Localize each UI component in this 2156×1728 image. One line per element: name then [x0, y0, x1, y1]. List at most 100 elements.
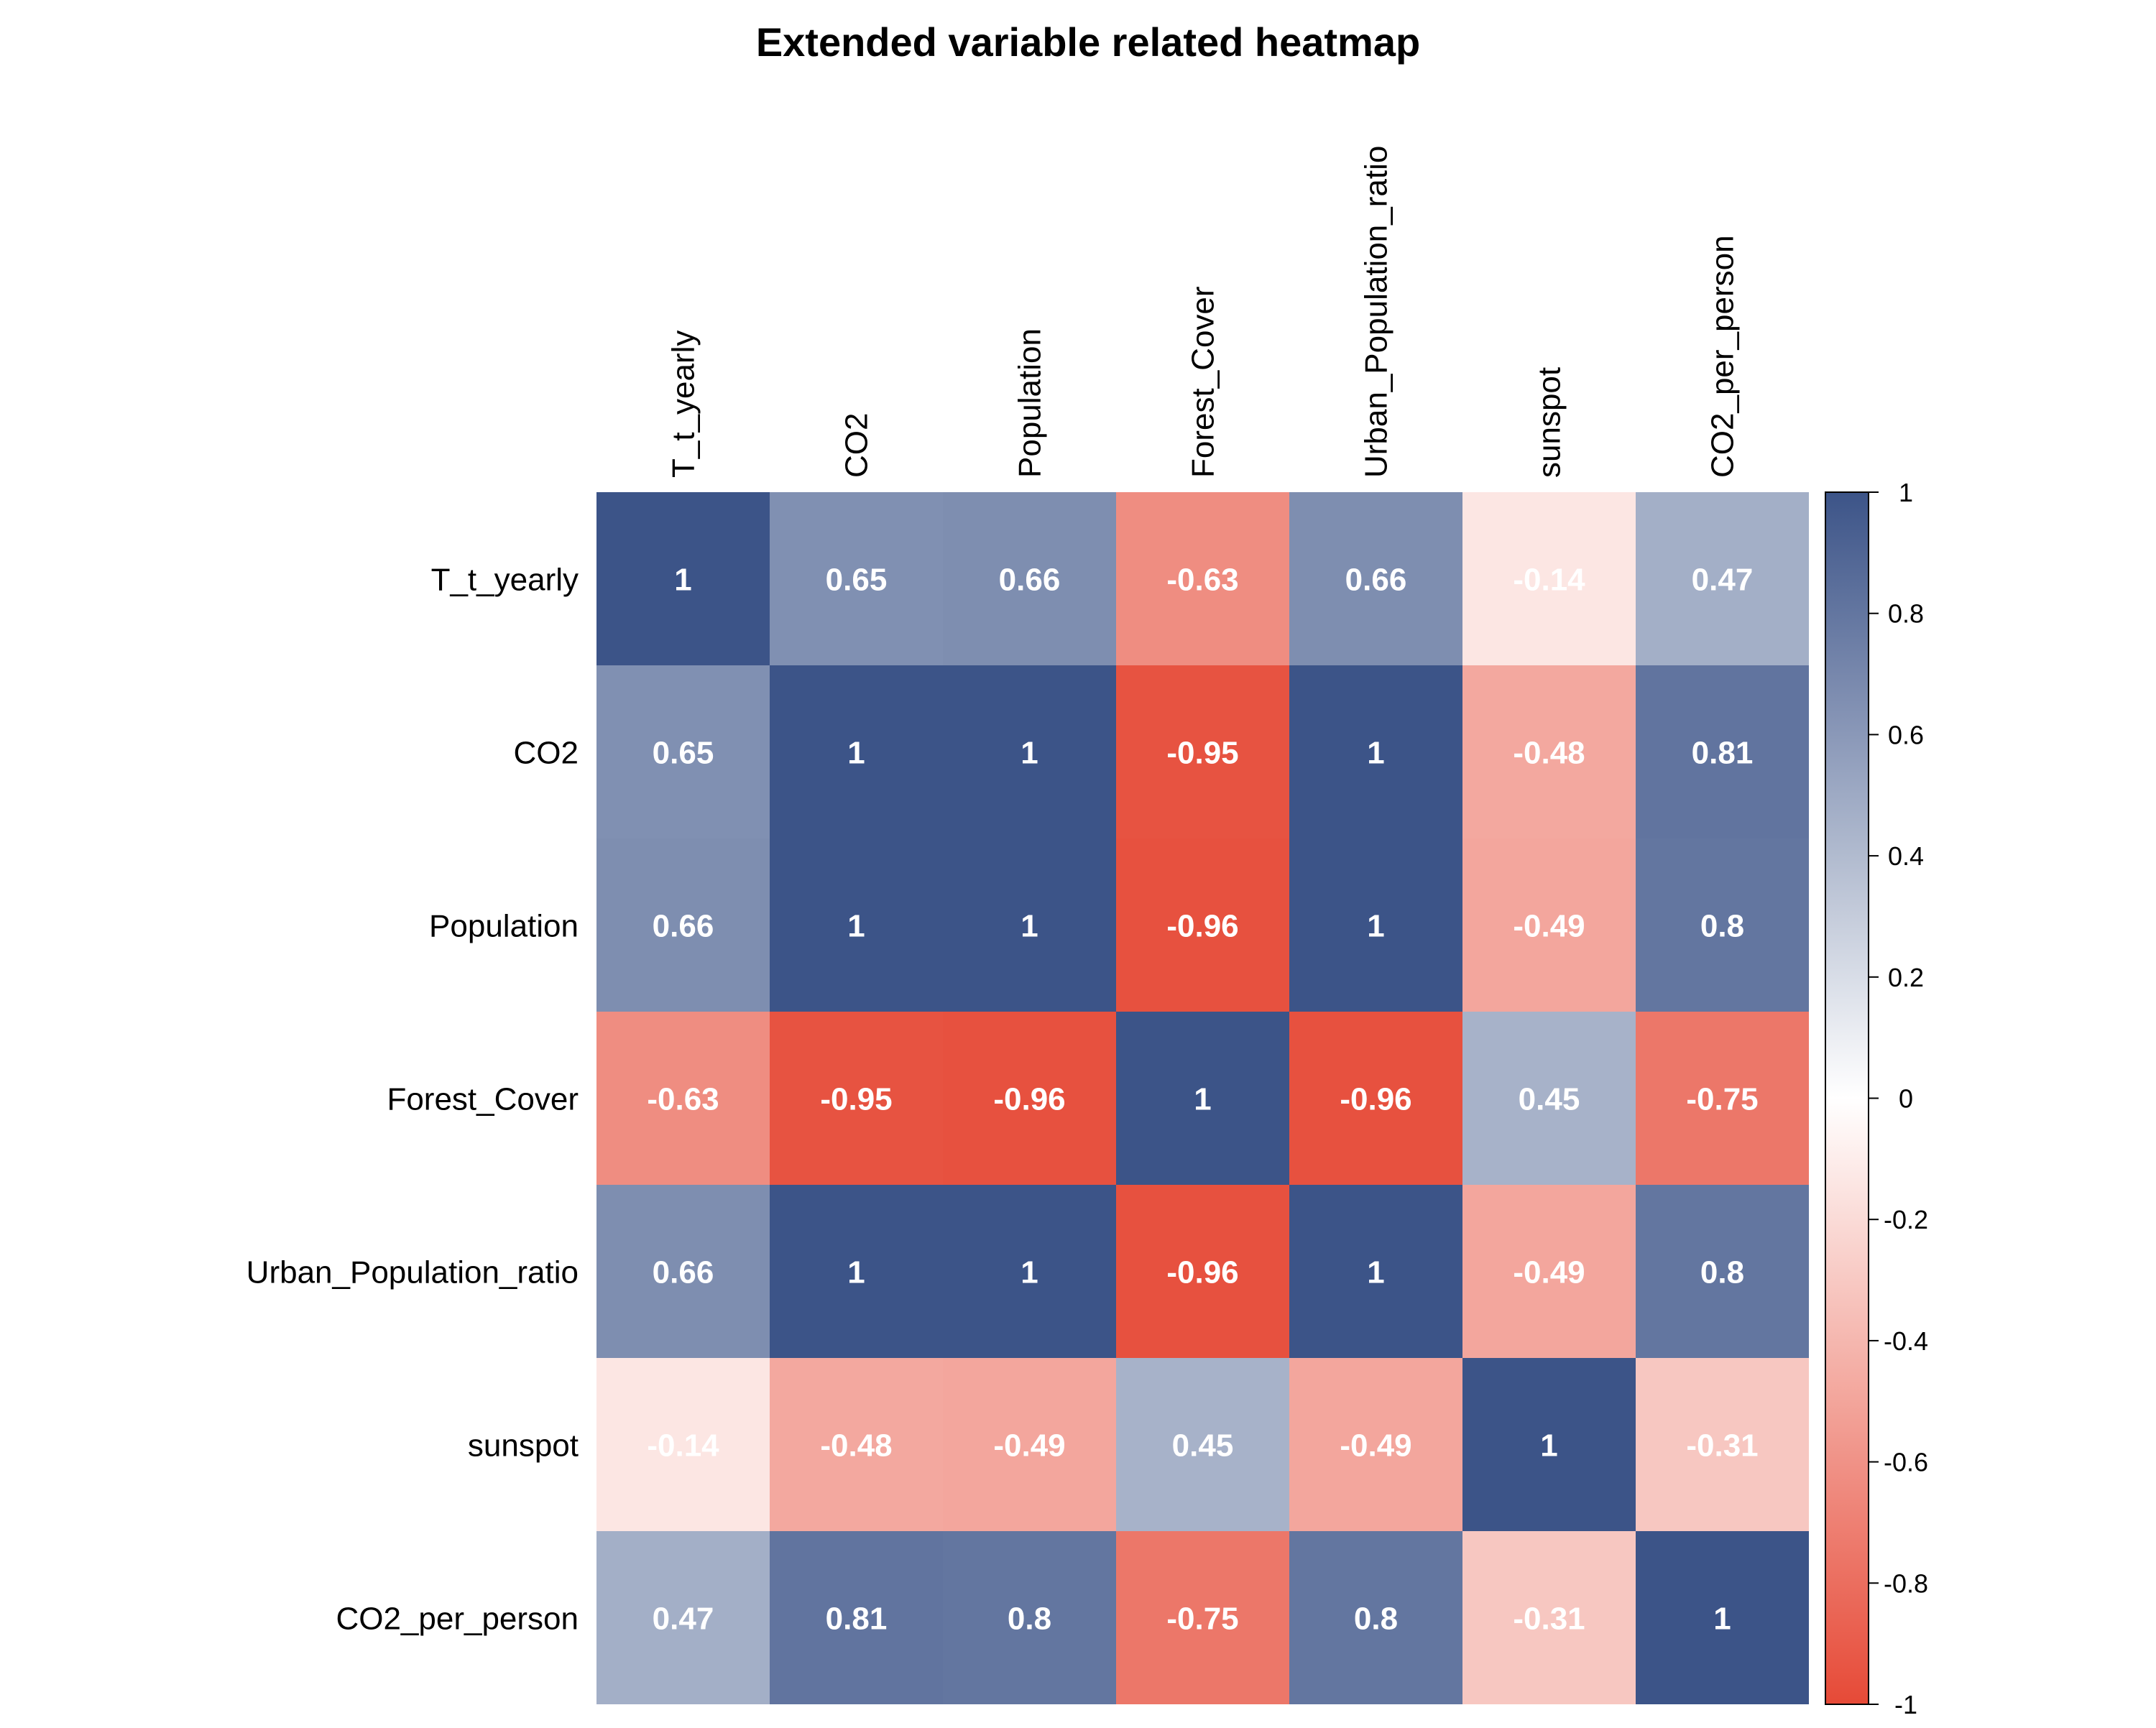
- colorbar-tick-label: -1: [1894, 1690, 1917, 1719]
- column-labels: T_t_yearly CO2 Population Forest_Cover Urban…: [666, 146, 1741, 478]
- colorbar-tick-label: -0.2: [1884, 1205, 1928, 1234]
- heatmap-cell-1-1: [770, 665, 943, 838]
- cell-value-label: -0.95: [1166, 736, 1238, 771]
- heatmap-cell-2-1: [770, 838, 943, 1012]
- heatmap-cell-1-5: [1462, 665, 1636, 838]
- heatmap-cell-2-5: [1462, 838, 1636, 1012]
- cell-value-label: -0.48: [820, 1428, 892, 1464]
- heatmap-cell-5-0: [596, 1358, 770, 1531]
- colorbar-tick-label: 0.8: [1888, 599, 1924, 629]
- column-label: T_t_yearly: [666, 331, 701, 478]
- heatmap-cell-0-1: [770, 492, 943, 665]
- column-label: Urban_Population_ratio: [1359, 146, 1394, 478]
- cell-value-label: 1: [847, 909, 865, 944]
- cell-value-label: 1: [1021, 1255, 1038, 1290]
- cell-value-label: 0.65: [653, 736, 714, 771]
- heatmap-cell-6-4: [1289, 1531, 1462, 1704]
- heatmap-cell-6-5: [1462, 1531, 1636, 1704]
- cell-value-label: -0.14: [647, 1428, 719, 1464]
- heatmap-cell-0-5: [1462, 492, 1636, 665]
- cell-value-label: -0.49: [1513, 1255, 1585, 1290]
- column-label: Population: [1013, 328, 1048, 478]
- heatmap-cell-5-3: [1116, 1358, 1289, 1531]
- row-label: Urban_Population_ratio: [247, 1255, 579, 1290]
- cell-value-label: -0.63: [647, 1082, 719, 1117]
- cell-value-label: 0.8: [1700, 1255, 1744, 1290]
- cell-value-label: 0.66: [653, 909, 714, 944]
- heatmap-cell-6-2: [943, 1531, 1116, 1704]
- cell-value-label: -0.48: [1513, 736, 1585, 771]
- colorbar-tick-label: -0.8: [1884, 1568, 1928, 1598]
- cell-value-label: 1: [1713, 1602, 1731, 1637]
- heatmap-cell-2-3: [1116, 838, 1289, 1012]
- cell-value-label: 1: [1540, 1428, 1557, 1464]
- row-label: CO2: [514, 736, 579, 771]
- heatmap-cell-6-1: [770, 1531, 943, 1704]
- cell-value-label: -0.96: [1166, 909, 1238, 944]
- cell-value-label: -0.49: [1340, 1428, 1411, 1464]
- cell-value-label: 1: [1194, 1082, 1211, 1117]
- column-label: CO2: [839, 413, 875, 478]
- heatmap-cell-5-5: [1462, 1358, 1636, 1531]
- heatmap-cells: 1 0.65 0.66 -0.63 0.66 -0.14 0.47 0.65 1 1 -0.95 1 -…: [596, 492, 1809, 1704]
- cell-value-label: -0.31: [1513, 1602, 1585, 1637]
- heatmap-cell-3-5: [1462, 1012, 1636, 1185]
- colorbar-tick-label: 0.2: [1888, 963, 1924, 992]
- cell-value-label: 1: [674, 563, 691, 598]
- colorbar-tick-label: 1: [1899, 478, 1913, 507]
- heatmap-cell-6-3: [1116, 1531, 1289, 1704]
- colorbar-tick-label: 0.4: [1888, 841, 1924, 871]
- cell-value-label: -0.31: [1686, 1428, 1758, 1464]
- cell-value-label: 0.65: [826, 563, 888, 598]
- heatmap-cell-3-2: [943, 1012, 1116, 1185]
- column-label: CO2_per_person: [1705, 235, 1741, 478]
- row-label: CO2_per_person: [336, 1602, 579, 1637]
- heatmap-cell-5-2: [943, 1358, 1116, 1531]
- cell-value-label: 0.8: [1700, 909, 1744, 944]
- column-label: Forest_Cover: [1186, 286, 1221, 478]
- heatmap-cell-2-0: [596, 838, 770, 1012]
- heatmap-cell-1-4: [1289, 665, 1462, 838]
- heatmap-cell-4-4: [1289, 1185, 1462, 1358]
- heatmap-cell-4-0: [596, 1185, 770, 1358]
- cell-value-label: 0.81: [826, 1602, 888, 1637]
- cell-value-label: -0.49: [1513, 909, 1585, 944]
- cell-value-label: 0.66: [999, 563, 1061, 598]
- heatmap-cell-0-4: [1289, 492, 1462, 665]
- heatmap-cell-2-6: [1636, 838, 1809, 1012]
- heatmap-cell-6-6: [1636, 1531, 1809, 1704]
- heatmap-cell-0-3: [1116, 492, 1289, 665]
- cell-value-label: 0.8: [1354, 1602, 1398, 1637]
- cell-value-label: 1: [1021, 909, 1038, 944]
- row-labels: T_t_yearly CO2 Population Forest_Cover Urban…: [247, 563, 579, 1637]
- heatmap-cell-4-6: [1636, 1185, 1809, 1358]
- heatmap-cell-3-1: [770, 1012, 943, 1185]
- cell-value-label: -0.95: [820, 1082, 892, 1117]
- cell-value-label: 0.45: [1519, 1082, 1580, 1117]
- chart-title: Extended variable related heatmap: [756, 19, 1420, 65]
- heatmap-cell-5-1: [770, 1358, 943, 1531]
- heatmap-cell-3-3: [1116, 1012, 1289, 1185]
- colorbar-tick-label: -0.6: [1884, 1448, 1928, 1477]
- column-label: sunspot: [1532, 367, 1567, 478]
- cell-value-label: -0.63: [1166, 563, 1238, 598]
- cell-value-label: 1: [847, 1255, 865, 1290]
- colorbar: 1 0.8 0.6 0.4 0.2 0 -0.2 -0.4 -0.6 -0.8 -1: [1825, 478, 1928, 1719]
- heatmap-cell-0-0: [596, 492, 770, 665]
- cell-value-label: -0.96: [1166, 1255, 1238, 1290]
- colorbar-tick-label: -0.4: [1884, 1326, 1928, 1356]
- heatmap-cell-1-2: [943, 665, 1116, 838]
- heatmap-cell-1-0: [596, 665, 770, 838]
- cell-value-label: 0.66: [653, 1255, 714, 1290]
- heatmap-cell-1-6: [1636, 665, 1809, 838]
- colorbar-gradient: [1825, 491, 1869, 1705]
- cell-value-label: 0.47: [653, 1602, 714, 1637]
- cell-value-label: -0.75: [1686, 1082, 1758, 1117]
- heatmap-cell-3-0: [596, 1012, 770, 1185]
- cell-value-label: 1: [1021, 736, 1038, 771]
- row-label: T_t_yearly: [431, 563, 579, 598]
- cell-value-label: 0.47: [1692, 563, 1754, 598]
- heatmap-cell-6-0: [596, 1531, 770, 1704]
- colorbar-tick-label: 0.6: [1888, 720, 1924, 749]
